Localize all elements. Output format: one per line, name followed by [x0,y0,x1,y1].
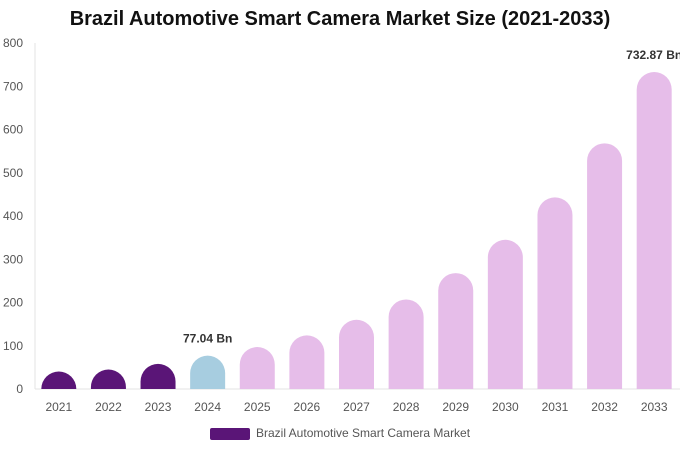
x-tick-label: 2032 [591,400,618,414]
bar-2033 [636,72,672,389]
bar-2028 [388,299,424,389]
x-axis-ticks: 2021 2022 2023 2024 2025 2026 2027 2028 2029 2030… [45,400,667,414]
chart-title: Brazil Automotive Smart Camera Market Si… [69,8,611,30]
x-tick-label: 2030 [492,400,519,414]
bars-group [41,72,672,389]
legend-swatch [210,428,250,440]
bar-2031 [537,197,573,389]
x-tick-label: 2029 [442,400,469,414]
bar-2029 [438,273,474,389]
bar-2021 [41,371,77,389]
bar-2022 [90,369,126,389]
x-tick-label: 2026 [294,400,321,414]
x-tick-label: 2023 [145,400,172,414]
y-tick-label: 700 [3,79,23,93]
data-label-2033: 732.87 Bn [626,48,680,62]
legend-label: Brazil Automotive Smart Camera Market [256,426,471,440]
x-tick-label: 2027 [343,400,370,414]
y-tick-label: 300 [3,252,23,266]
y-tick-label: 200 [3,296,23,310]
y-tick-label: 100 [3,339,23,353]
x-tick-label: 2033 [641,400,668,414]
x-tick-label: 2021 [45,400,72,414]
x-tick-label: 2025 [244,400,271,414]
bar-2030 [487,239,523,389]
bar-2023 [140,363,176,389]
bar-2026 [289,335,325,389]
bar-2025 [239,347,275,389]
y-tick-label: 400 [3,209,23,223]
data-labels: 77.04 Bn 732.87 Bn [183,48,680,346]
bar-2024 [190,355,226,389]
x-tick-label: 2024 [194,400,221,414]
y-tick-label: 600 [3,123,23,137]
bar-2027 [339,319,374,389]
y-tick-label: 0 [16,382,23,396]
x-tick-label: 2031 [542,400,569,414]
data-label-2024: 77.04 Bn [183,332,232,346]
y-axis-ticks: 0 100 200 300 400 500 600 700 800 [3,36,23,396]
x-tick-label: 2028 [393,400,420,414]
y-tick-label: 500 [3,166,23,180]
y-tick-label: 800 [3,36,23,50]
x-tick-label: 2022 [95,400,122,414]
legend: Brazil Automotive Smart Camera Market [210,426,471,440]
bar-2032 [587,143,623,389]
